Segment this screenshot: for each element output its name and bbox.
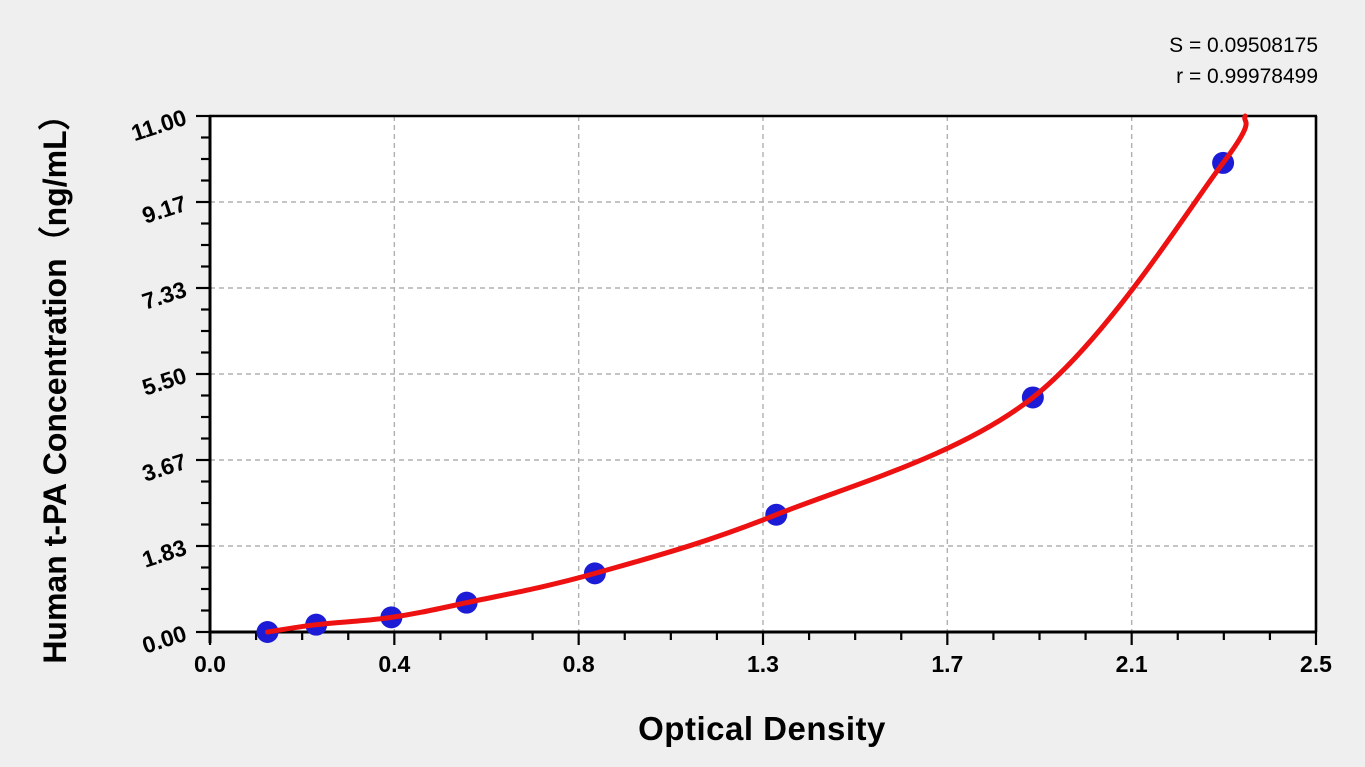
y-tick-label: 11.00 [128,104,190,146]
y-tick-label: 1.83 [139,534,190,573]
x-tick-label: 1.7 [931,651,963,677]
y-axis-title: Human t-PA Concentration（ng/mL） [37,98,73,664]
fit-statistic-r: r = 0.99978499 [1176,65,1318,88]
x-tick-label: 2.1 [1116,651,1148,677]
x-tick-label: 1.3 [747,651,779,677]
fit-statistic-s: S = 0.09508175 [1169,34,1318,57]
x-tick-label: 0.4 [378,651,410,677]
x-axis-title: Optical Density [638,710,886,747]
x-tick-label: 0.0 [194,651,226,677]
y-tick-label: 0.00 [139,620,190,659]
fit-curve-line [265,113,1249,635]
fit-statistics: S = 0.09508175 r = 0.99978499 [1169,30,1318,92]
y-tick-label: 7.33 [139,276,190,315]
x-tick-label: 0.8 [563,651,595,677]
y-tick-label: 9.17 [139,190,190,229]
x-tick-label: 2.5 [1300,651,1332,677]
y-tick-label: 3.67 [139,448,190,487]
y-tick-label: 5.50 [139,362,190,401]
